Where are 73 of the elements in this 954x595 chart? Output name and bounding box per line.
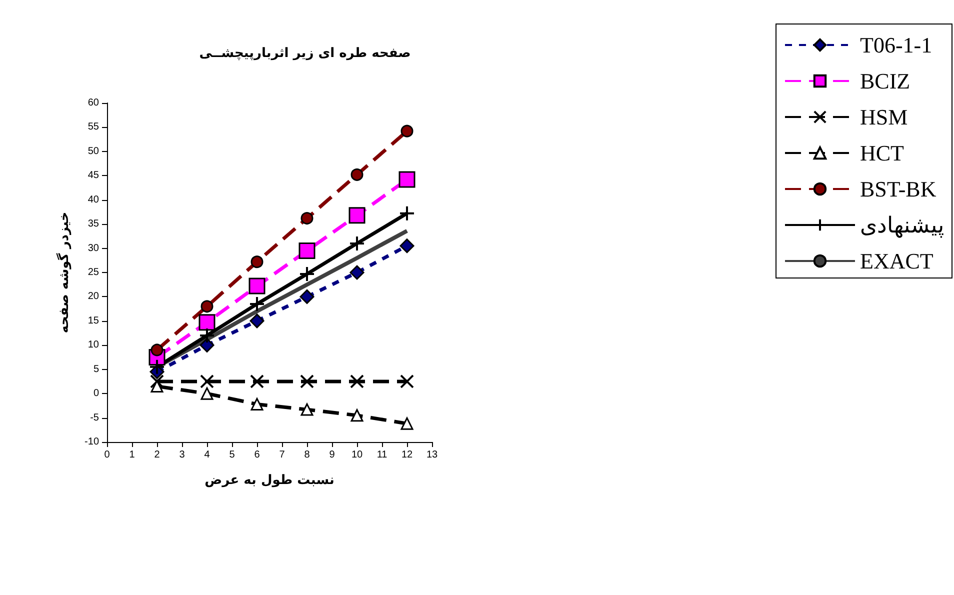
- y-tick-label: 35: [88, 218, 100, 230]
- point: [400, 238, 414, 254]
- y-tick-label: -5: [90, 412, 100, 424]
- y-tick-label: 30: [88, 242, 100, 254]
- point: [150, 380, 164, 393]
- y-tick-label: 20: [88, 291, 100, 302]
- x-tick-label: 1: [129, 450, 136, 460]
- legend-label: BST-BK: [860, 176, 936, 202]
- y-tick-label: 0: [93, 388, 100, 400]
- y-tick-label: 10: [88, 340, 100, 351]
- y-axis-title: خیزدر گوشه صفحه: [56, 212, 72, 334]
- y-tick-label: 40: [88, 194, 100, 206]
- y-tick-label: 5: [93, 364, 100, 375]
- point: [349, 235, 365, 252]
- point: [350, 409, 364, 422]
- x-tick-label: 11: [376, 450, 388, 460]
- x-tick-label: 4: [204, 450, 210, 460]
- point: [400, 374, 414, 388]
- x-tick-label: 7: [279, 450, 286, 460]
- chart-title: صفحه طره ای زیر اثربارپیچشــی: [199, 46, 411, 61]
- y-tick-label: 45: [88, 170, 100, 182]
- x-tick-label: 10: [351, 450, 363, 460]
- point: [350, 374, 364, 388]
- point: [199, 327, 215, 344]
- y-tick-label: 60: [88, 98, 100, 108]
- y-tick-label: -10: [84, 436, 100, 448]
- point: [300, 212, 314, 225]
- y-tick-label: 15: [88, 315, 100, 326]
- point: [250, 374, 264, 388]
- legend-label: HSM: [860, 104, 908, 130]
- x-tick-label: 12: [401, 450, 413, 460]
- x-tick-label: 0: [104, 450, 110, 460]
- point: [348, 207, 366, 224]
- point: [250, 398, 264, 410]
- point: [300, 289, 314, 304]
- point: [350, 265, 364, 280]
- point: [200, 387, 214, 400]
- x-tick-label: 5: [229, 450, 236, 460]
- x-tick-label: 9: [329, 450, 336, 460]
- point: [198, 314, 216, 331]
- point: [249, 296, 265, 312]
- y-tick-label: 25: [88, 267, 100, 278]
- point: [300, 374, 314, 388]
- legend-label: EXACT: [860, 248, 934, 274]
- legend-label: پیشنهادی: [860, 212, 944, 238]
- point: [149, 358, 165, 375]
- point: [200, 300, 214, 313]
- point: [299, 266, 315, 282]
- y-tick-label: 55: [88, 122, 100, 133]
- x-tick-label: 13: [426, 450, 438, 460]
- x-tick-label: 6: [254, 450, 260, 460]
- point: [200, 338, 214, 352]
- point: [300, 403, 314, 416]
- point: [250, 314, 264, 328]
- point: [200, 374, 214, 388]
- legend-label: T06-1-1: [860, 32, 932, 58]
- y-tick-label: 50: [88, 146, 100, 157]
- point: [399, 205, 415, 222]
- x-axis-title: نسبت طول به عرض: [204, 473, 334, 488]
- legend-label: BCIZ: [860, 68, 910, 94]
- point: [400, 417, 414, 430]
- x-tick-label: 8: [304, 450, 310, 460]
- point: [150, 374, 164, 388]
- x-tick-label: 2: [154, 450, 160, 460]
- point: [350, 168, 364, 181]
- point: [250, 256, 264, 268]
- point: [398, 171, 416, 188]
- x-tick-label: 3: [179, 450, 186, 460]
- point: [150, 344, 164, 356]
- point: [248, 278, 266, 294]
- point: [400, 124, 414, 138]
- legend-label: HCT: [860, 140, 905, 166]
- point: [298, 242, 316, 259]
